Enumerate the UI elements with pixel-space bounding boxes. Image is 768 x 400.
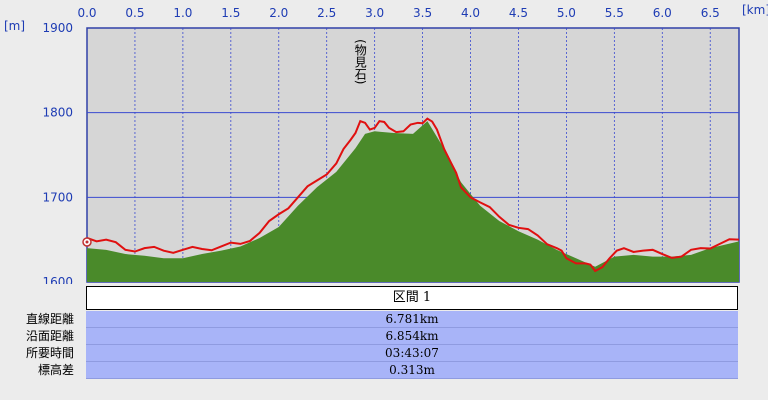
x-tick-label: 4.5 <box>509 6 528 20</box>
stat-row: 所要時間 03:43:07 <box>0 345 768 362</box>
y-axis-label: [m] <box>4 19 25 33</box>
stat-label: 直線距離 <box>25 312 74 326</box>
stat-label: 標高差 <box>37 363 74 377</box>
stat-label: 所要時間 <box>25 346 74 360</box>
x-tick-label: 6.5 <box>701 6 720 20</box>
stat-value: 6.781km <box>86 311 738 328</box>
y-tick-label: 1600 <box>42 275 73 284</box>
y-tick-label: 1900 <box>42 21 73 35</box>
x-axis-label: [km] <box>742 3 768 17</box>
peak-annotation: (物見石) <box>353 39 367 84</box>
elevation-profile-line <box>86 117 740 273</box>
stat-value: 6.854km <box>86 328 738 345</box>
elevation-area <box>87 121 739 282</box>
start-marker <box>82 237 92 247</box>
x-tick-label: 6.0 <box>653 6 672 20</box>
x-tick-label: 2.5 <box>317 6 336 20</box>
x-tick-label: 3.0 <box>365 6 384 20</box>
x-tick-label: 0.5 <box>125 6 144 20</box>
y-tick-label: 1800 <box>42 106 73 120</box>
x-tick-label: 1.5 <box>221 6 240 20</box>
x-tick-label: 3.5 <box>413 6 432 20</box>
stat-value: 0.313m <box>86 362 738 379</box>
section-header: 区間 1 <box>86 286 738 310</box>
y-tick-label: 1700 <box>42 190 73 204</box>
stat-row: 標高差 0.313m <box>0 362 768 379</box>
x-tick-label: 4.0 <box>461 6 480 20</box>
x-tick-label: 1.0 <box>173 6 192 20</box>
stat-row: 沿面距離 6.854km <box>0 328 768 345</box>
stat-row: 直線距離 6.781km <box>0 311 768 328</box>
x-tick-label: 0.0 <box>77 6 96 20</box>
stat-value: 03:43:07 <box>86 345 738 362</box>
stat-label: 沿面距離 <box>25 329 74 343</box>
x-tick-label: 5.0 <box>557 6 576 20</box>
elevation-chart: 0.0 0.5 1.0 1.5 2.0 2.5 3.0 3.5 4.0 4.5 5.0 5.5 6.0 6… <box>4 3 768 284</box>
x-tick-label: 2.0 <box>269 6 288 20</box>
x-tick-label: 5.5 <box>605 6 624 20</box>
